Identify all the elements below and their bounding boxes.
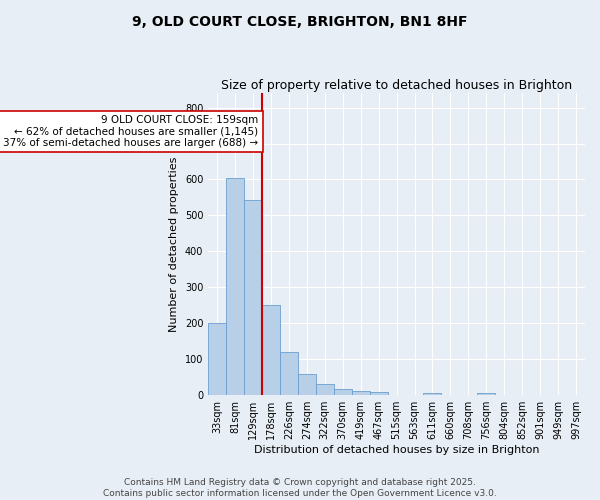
Bar bbox=[208, 322, 226, 395]
Bar bbox=[424, 392, 442, 395]
Text: Contains HM Land Registry data © Crown copyright and database right 2025.
Contai: Contains HM Land Registry data © Crown c… bbox=[103, 478, 497, 498]
Bar bbox=[478, 394, 495, 395]
Bar bbox=[334, 390, 352, 395]
Text: 9, OLD COURT CLOSE, BRIGHTON, BN1 8HF: 9, OLD COURT CLOSE, BRIGHTON, BN1 8HF bbox=[132, 15, 468, 29]
Bar bbox=[262, 305, 280, 395]
Bar bbox=[370, 392, 388, 395]
Bar bbox=[280, 352, 298, 395]
Text: 9 OLD COURT CLOSE: 159sqm
← 62% of detached houses are smaller (1,145)
37% of se: 9 OLD COURT CLOSE: 159sqm ← 62% of detac… bbox=[3, 114, 259, 148]
Bar bbox=[244, 200, 262, 395]
Bar bbox=[352, 392, 370, 395]
Bar bbox=[226, 178, 244, 395]
Bar bbox=[298, 374, 316, 395]
Title: Size of property relative to detached houses in Brighton: Size of property relative to detached ho… bbox=[221, 79, 572, 92]
Bar bbox=[316, 384, 334, 395]
Y-axis label: Number of detached properties: Number of detached properties bbox=[169, 156, 179, 332]
X-axis label: Distribution of detached houses by size in Brighton: Distribution of detached houses by size … bbox=[254, 445, 539, 455]
